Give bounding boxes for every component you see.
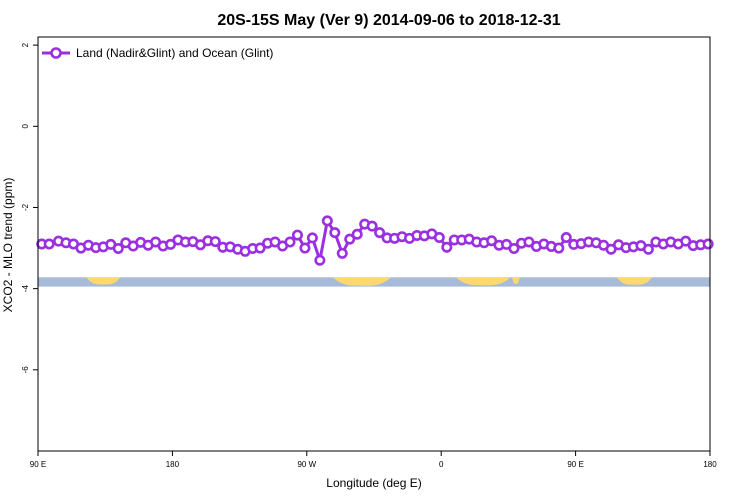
- data-point: [306, 232, 318, 244]
- legend-entry-label: Land (Nadir&Glint) and Ocean (Glint): [76, 46, 273, 60]
- data-point: [299, 242, 311, 254]
- data-point: [366, 220, 378, 232]
- x-tick-label: 180: [166, 460, 180, 469]
- x-tick-label: 90 W: [297, 460, 316, 469]
- data-point: [321, 215, 333, 227]
- x-tick-label: 180: [703, 460, 717, 469]
- land-segment: [512, 277, 520, 284]
- data-point: [284, 236, 296, 248]
- plot-frame: [37, 36, 711, 452]
- x-axis-label: Longitude (deg E): [326, 476, 421, 490]
- data-point: [43, 238, 55, 250]
- data-point: [291, 229, 303, 241]
- plot-area: [36, 36, 714, 452]
- x-tick-label: 0: [439, 460, 444, 469]
- data-point: [680, 235, 692, 247]
- data-point: [702, 238, 714, 250]
- y-tick-label: -6: [21, 366, 30, 374]
- data-point: [486, 235, 498, 247]
- land-segment: [616, 277, 653, 285]
- data-point: [329, 227, 341, 239]
- data-point: [508, 242, 520, 254]
- land-segment: [456, 277, 511, 286]
- data-point: [605, 243, 617, 255]
- y-tick-label: -2: [21, 203, 30, 211]
- chart-title: 20S-15S May (Ver 9) 2014-09-06 to 2018-1…: [217, 12, 560, 29]
- land-segment: [332, 277, 391, 286]
- data-point: [553, 242, 565, 254]
- data-point: [336, 247, 348, 259]
- x-tick-label: 90 E: [567, 460, 583, 469]
- y-axis-label: XCO2 - MLO trend (ppm): [1, 178, 15, 313]
- legend-marker-swatch: [50, 47, 62, 59]
- series-layer: [36, 215, 714, 266]
- x-tick-label: 90 E: [30, 460, 46, 469]
- data-point: [433, 232, 445, 244]
- data-point: [642, 243, 654, 255]
- data-point: [314, 254, 326, 266]
- data-point: [254, 242, 266, 254]
- data-point: [374, 227, 386, 239]
- data-point: [351, 228, 363, 240]
- data-point: [344, 233, 356, 245]
- legend: Land (Nadir&Glint) and Ocean (Glint): [42, 46, 273, 60]
- data-point: [523, 236, 535, 248]
- y-tick-label: 0: [21, 124, 30, 129]
- data-point: [165, 238, 177, 250]
- y-tick-label: -4: [21, 285, 30, 293]
- data-point: [209, 236, 221, 248]
- data-point: [560, 232, 572, 244]
- y-axis: 2 0 -2 -4 -6: [21, 42, 38, 373]
- data-point: [112, 242, 124, 254]
- data-point: [441, 241, 453, 253]
- land-segment: [86, 277, 121, 285]
- x-axis: 90 E 180 90 W 0 90 E 180: [30, 451, 717, 469]
- y-tick-label: 2: [21, 42, 30, 47]
- surface-band: [38, 277, 710, 287]
